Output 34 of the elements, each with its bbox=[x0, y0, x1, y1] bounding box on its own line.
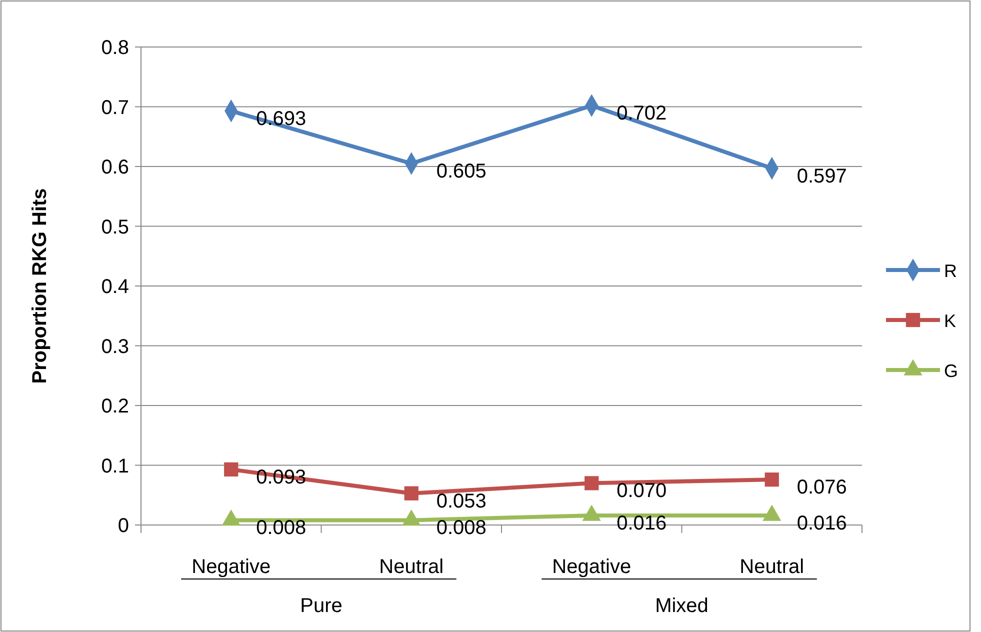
data-label: 0.693 bbox=[256, 108, 306, 130]
y-tick-label: 0.2 bbox=[101, 396, 129, 418]
data-label: 0.605 bbox=[436, 160, 486, 183]
x-tick-label: Neutral bbox=[740, 556, 804, 578]
y-tick-label: 0.6 bbox=[101, 156, 129, 178]
y-tick-label: 0 bbox=[118, 515, 129, 537]
data-label: 0.053 bbox=[436, 490, 486, 512]
data-label: 0.597 bbox=[796, 165, 847, 188]
y-tick-label: 0.3 bbox=[101, 336, 129, 358]
y-tick-label: 0.1 bbox=[101, 455, 129, 478]
point bbox=[762, 504, 782, 521]
y-tick-label: 0.4 bbox=[101, 276, 129, 298]
data-label: 0.070 bbox=[616, 480, 667, 502]
x-tick-label: Negative bbox=[552, 556, 632, 578]
legend-label: G bbox=[944, 361, 958, 381]
legend-label: R bbox=[944, 261, 957, 281]
y-tick-label: 0.7 bbox=[101, 96, 129, 119]
point bbox=[402, 509, 421, 526]
text: Pure bbox=[300, 595, 342, 617]
y-tick-label: 0.5 bbox=[101, 216, 129, 238]
data-label: 0.008 bbox=[436, 517, 486, 540]
data-label: 0.016 bbox=[796, 512, 847, 534]
x-tick-label: Neutral bbox=[379, 556, 444, 578]
point bbox=[222, 509, 240, 526]
data-label: 0.702 bbox=[616, 102, 667, 125]
legend-label: K bbox=[944, 311, 956, 331]
data-label: 0.016 bbox=[616, 512, 667, 534]
data-label: 0.076 bbox=[796, 476, 847, 499]
data-label: 0.008 bbox=[256, 517, 306, 540]
y-tick-label: 0.8 bbox=[101, 37, 129, 59]
point bbox=[582, 504, 601, 521]
text: Mixed bbox=[655, 595, 708, 617]
y-axis-title: Proportion RKG Hits bbox=[29, 188, 51, 384]
x-tick-label: Negative bbox=[192, 556, 271, 578]
